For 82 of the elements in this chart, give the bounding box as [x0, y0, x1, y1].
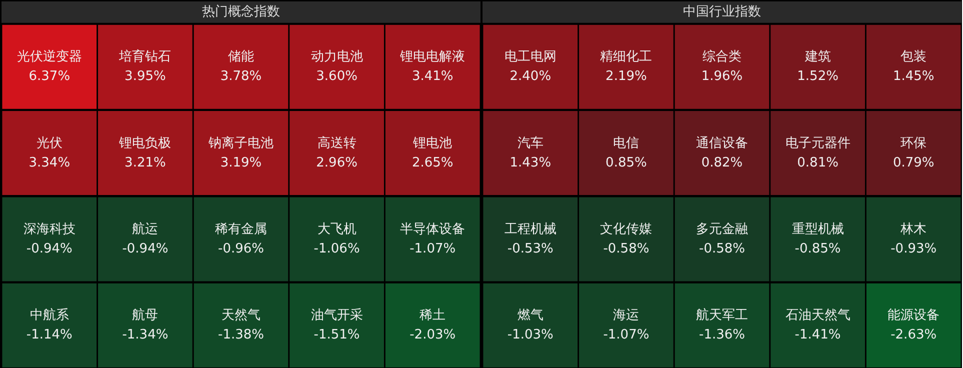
category-label: 锂电电解液: [399, 50, 466, 65]
category-label: 汽车: [517, 136, 544, 151]
category-label: 储能: [228, 50, 254, 65]
category-label: 重型机械: [792, 222, 844, 237]
category-label: 航天军工: [696, 308, 748, 324]
data-label: 0.82%: [701, 155, 743, 170]
data-label: -0.85%: [794, 241, 841, 256]
category-label: 培育钻石: [118, 48, 172, 65]
category-label: 多元金融: [696, 222, 748, 237]
data-label: -1.38%: [218, 328, 264, 343]
category-label: 光伏: [36, 136, 62, 151]
data-label: -1.06%: [314, 241, 360, 256]
category-label: 油气开采: [310, 308, 363, 324]
data-label: -0.96%: [218, 241, 264, 256]
category-label: 半导体设备: [400, 222, 466, 237]
data-label: -1.34%: [122, 328, 168, 343]
category-label: 石油天然气: [785, 308, 850, 324]
category-label: 航母: [132, 308, 158, 324]
data-label: -1.51%: [314, 328, 360, 343]
category-label: 航运: [132, 222, 158, 237]
data-label: 2.65%: [412, 155, 454, 170]
category-label: 锂电负极: [118, 136, 172, 151]
data-label: -0.94%: [26, 241, 72, 256]
category-label: 林木: [900, 222, 927, 237]
category-label: 文化传媒: [600, 222, 652, 237]
data-label: 1.52%: [797, 69, 838, 84]
data-label: 2.19%: [606, 69, 647, 84]
category-label: 精细化工: [600, 50, 652, 65]
data-label: 0.79%: [892, 155, 934, 170]
category-label: 高送转: [317, 134, 356, 151]
data-label: -2.63%: [890, 328, 937, 343]
category-label: 通信设备: [696, 136, 748, 151]
data-label: -1.07%: [603, 328, 650, 343]
data-label: 2.96%: [316, 155, 358, 170]
data-label: 3.34%: [28, 155, 70, 170]
category-label: 中航系: [30, 308, 69, 324]
category-label: 稀土: [420, 308, 446, 324]
text: 热门概念指数: [202, 4, 280, 20]
category-label: 燃气: [517, 308, 544, 324]
category-label: 动力电池: [310, 50, 363, 65]
data-label: -2.03%: [410, 328, 456, 343]
data-label: -0.58%: [603, 241, 650, 256]
category-label: 综合类: [702, 50, 742, 65]
data-label: 6.37%: [28, 69, 70, 84]
data-label: -1.41%: [794, 328, 841, 343]
data-label: -1.03%: [507, 328, 554, 343]
data-label: -0.53%: [507, 241, 554, 256]
data-label: 0.85%: [606, 155, 647, 170]
category-label: 电工电网: [504, 50, 556, 65]
data-label: -0.94%: [122, 241, 168, 256]
category-label: 锂电池: [412, 136, 452, 151]
data-label: 1.45%: [892, 69, 934, 84]
category-label: 稀有金属: [215, 222, 267, 237]
category-label: 光伏逆变器: [16, 50, 82, 65]
category-label: 钠离子电池: [208, 134, 274, 151]
data-label: 0.81%: [797, 155, 838, 170]
data-label: 3.21%: [124, 155, 166, 170]
text: 中国行业指数: [683, 4, 761, 20]
category-label: 大飞机: [317, 222, 356, 237]
category-label: 包装: [900, 50, 927, 65]
data-label: 3.19%: [220, 155, 262, 170]
category-label: 天然气: [222, 308, 260, 324]
category-label: 深海科技: [23, 222, 76, 237]
category-label: 建筑: [804, 50, 831, 65]
data-label: -1.07%: [410, 241, 456, 256]
category-label: 能源设备: [888, 308, 940, 324]
data-label: 3.95%: [124, 69, 166, 84]
category-label: 海运: [613, 308, 640, 324]
data-label: 3.41%: [412, 69, 454, 84]
category-label: 工程机械: [504, 222, 556, 237]
data-label: -0.58%: [699, 241, 746, 256]
data-label: 2.40%: [510, 69, 552, 84]
category-label: 环保: [900, 136, 927, 151]
data-label: -1.36%: [699, 328, 746, 343]
data-label: 3.78%: [220, 69, 262, 84]
data-label: -0.93%: [890, 241, 937, 256]
data-label: 3.60%: [316, 69, 358, 84]
data-label: 1.96%: [701, 69, 743, 84]
category-label: 电信: [613, 136, 640, 151]
category-label: 电子元器件: [785, 136, 850, 151]
data-label: 1.43%: [510, 155, 552, 170]
data-label: -1.14%: [26, 328, 72, 343]
